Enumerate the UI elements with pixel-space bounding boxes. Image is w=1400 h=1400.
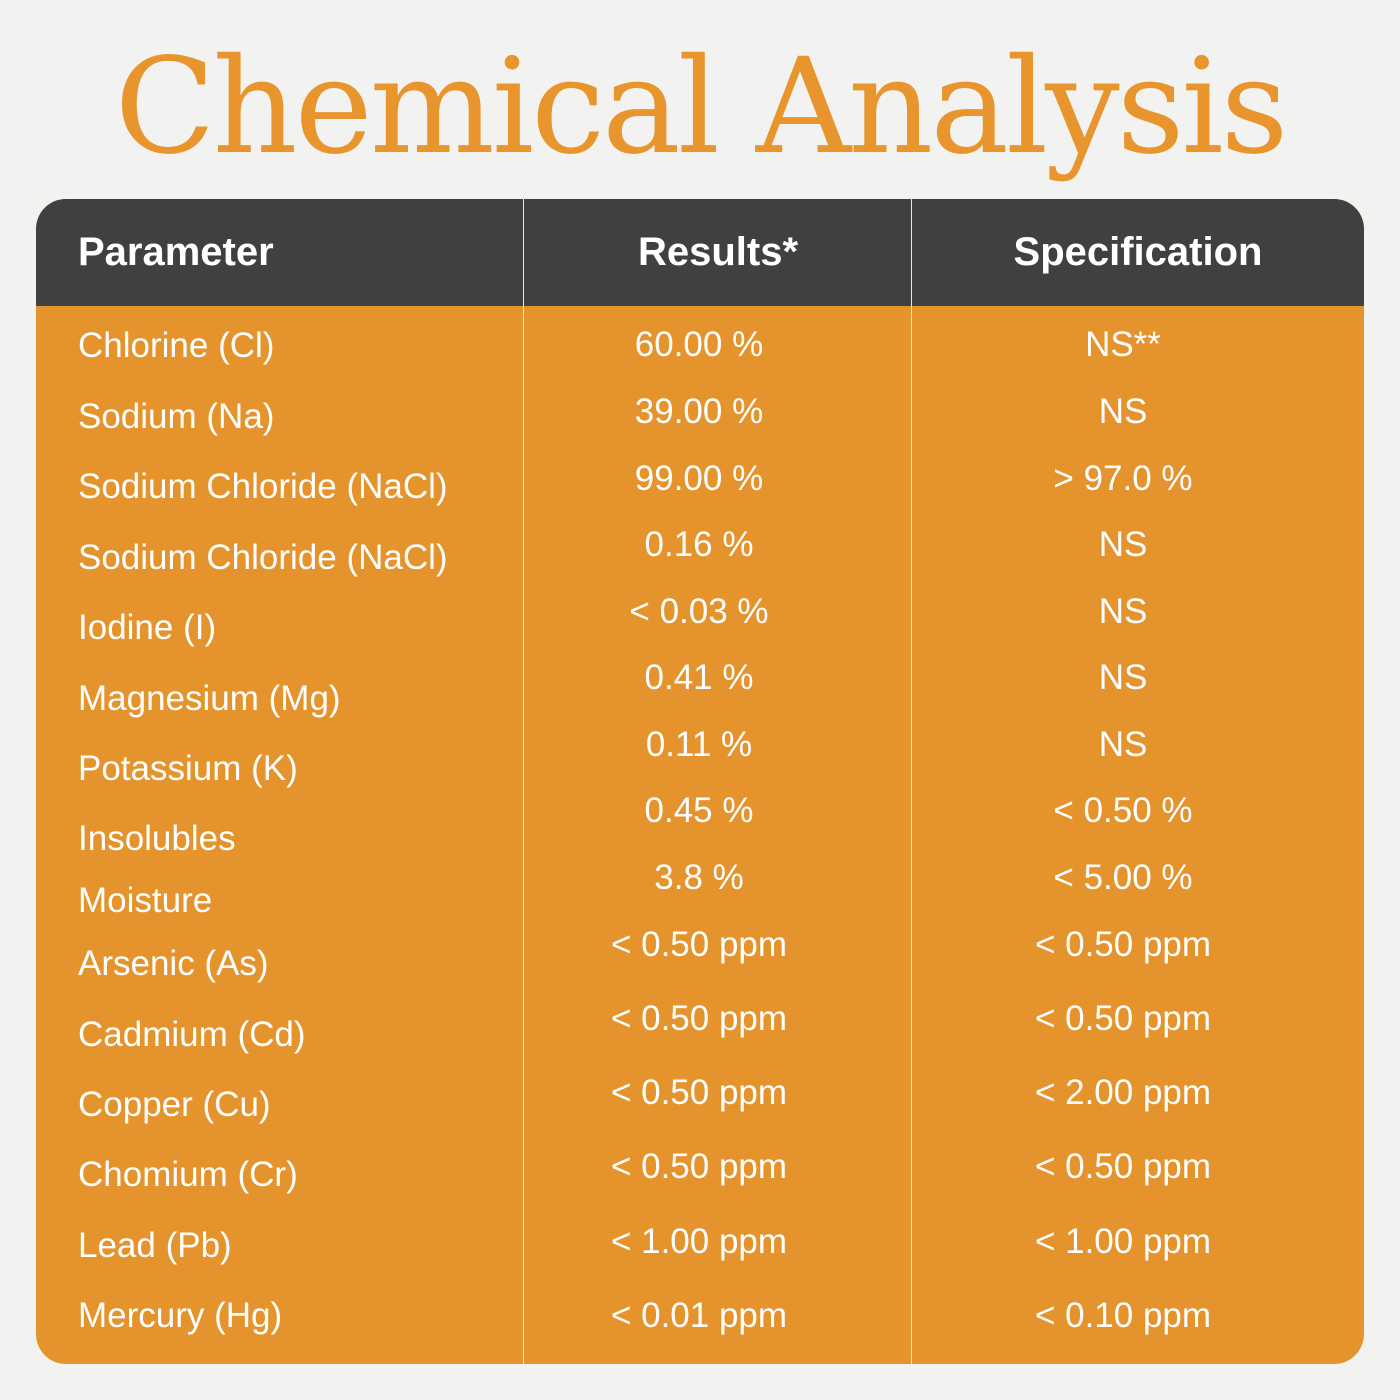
analysis-table: Parameter Results* Specification Chlorin… <box>36 199 1364 1364</box>
specification-cell: NS** <box>1085 325 1161 364</box>
result-cell: < 1.00 ppm <box>610 1222 788 1261</box>
specification-cell: NS <box>1098 392 1148 431</box>
parameter-cell: Mercury (Hg) <box>78 1296 283 1335</box>
parameter-cell: Iodine (I) <box>78 608 217 647</box>
result-cell: 3.8 % <box>654 858 744 897</box>
parameter-cell: Sodium Chloride (NaCl) <box>78 538 448 577</box>
parameter-cell: Cadmium (Cd) <box>78 1015 306 1054</box>
result-cell: < 0.50 ppm <box>610 1073 788 1112</box>
result-cell: 0.45 % <box>644 791 754 830</box>
page-title: Chemical Analysis <box>114 30 1289 184</box>
parameter-cell: Magnesium (Mg) <box>78 679 341 718</box>
result-cell: 60.00 % <box>634 325 764 364</box>
specification-cell: < 5.00 % <box>1053 858 1193 897</box>
specification-cell: < 0.10 ppm <box>1034 1296 1212 1335</box>
header-specification: Specification <box>1013 230 1263 274</box>
specification-cell: < 2.00 ppm <box>1034 1073 1212 1112</box>
parameter-cell: Copper (Cu) <box>78 1085 271 1124</box>
header-results: Results* <box>637 230 799 274</box>
header-parameter: Parameter <box>78 230 274 274</box>
parameter-cell: Insolubles <box>78 819 236 858</box>
parameter-cell: Sodium Chloride (NaCl) <box>78 467 448 506</box>
table-header: Parameter Results* Specification <box>36 199 1364 306</box>
specification-cell: < 0.50 ppm <box>1034 1147 1212 1186</box>
result-cell: < 0.01 ppm <box>610 1296 788 1335</box>
parameter-cell: Potassium (K) <box>78 749 298 788</box>
result-cell: < 0.50 ppm <box>610 999 788 1038</box>
specification-cell: < 0.50 % <box>1053 791 1193 830</box>
result-cell: < 0.50 ppm <box>610 925 788 964</box>
parameter-cell: Moisture <box>78 881 213 920</box>
parameter-cell: Lead (Pb) <box>78 1226 232 1265</box>
result-cell: < 0.03 % <box>629 592 769 631</box>
specification-cell: NS <box>1098 658 1148 697</box>
specification-cell: < 0.50 ppm <box>1034 925 1212 964</box>
result-cell: 0.16 % <box>644 525 754 564</box>
specification-cell: < 1.00 ppm <box>1034 1222 1212 1261</box>
specification-cell: NS <box>1098 592 1148 631</box>
result-cell: 0.11 % <box>645 725 753 764</box>
parameter-cell: Arsenic (As) <box>78 944 269 983</box>
specification-cell: NS <box>1098 725 1148 764</box>
result-cell: 39.00 % <box>634 392 764 431</box>
parameter-cell: Chlorine (Cl) <box>78 326 275 365</box>
specification-cell: NS <box>1098 525 1148 564</box>
result-cell: 99.00 % <box>634 459 764 498</box>
column-divider <box>523 199 524 1364</box>
specification-cell: < 0.50 ppm <box>1034 999 1212 1038</box>
parameter-cell: Sodium (Na) <box>78 397 275 436</box>
result-cell: < 0.50 ppm <box>610 1147 788 1186</box>
result-cell: 0.41 % <box>644 658 754 697</box>
parameter-cell: Chomium (Cr) <box>78 1155 298 1194</box>
column-divider <box>911 199 912 1364</box>
specification-cell: > 97.0 % <box>1053 459 1193 498</box>
